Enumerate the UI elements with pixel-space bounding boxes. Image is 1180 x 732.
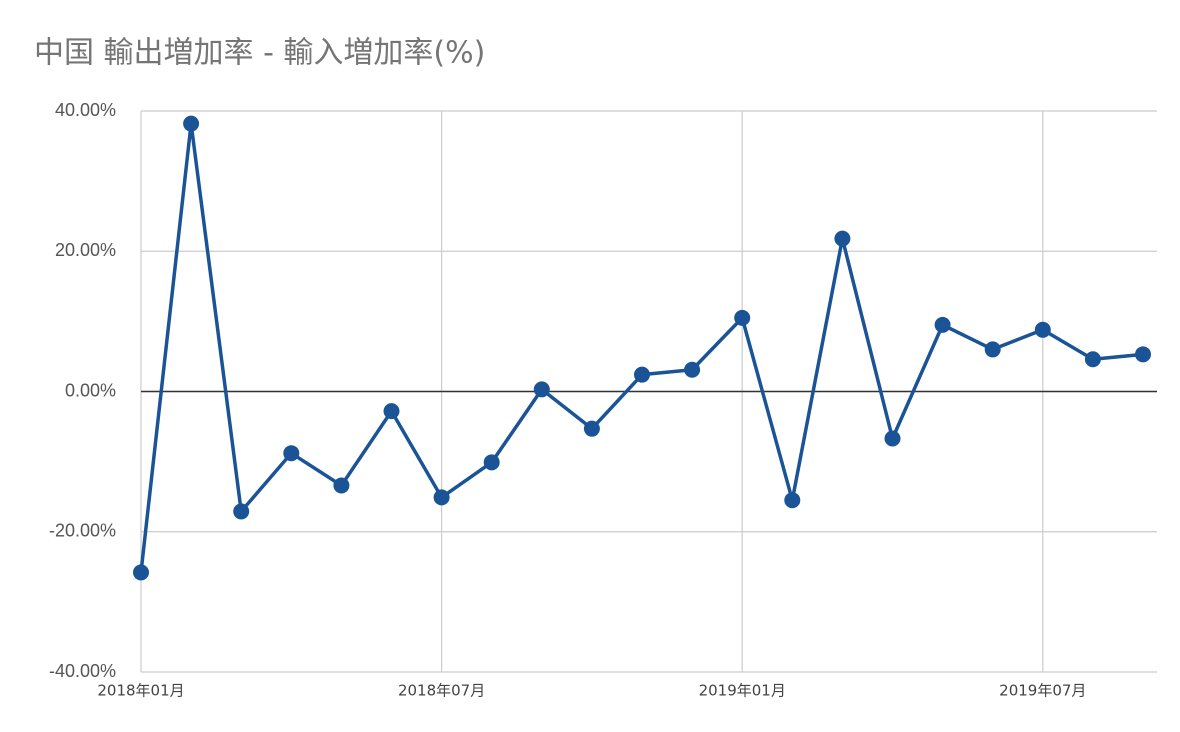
point bbox=[433, 489, 450, 506]
point bbox=[583, 420, 600, 437]
chart-title: 中国 輸出増加率 - 輸入増加率(%) bbox=[34, 36, 485, 71]
point bbox=[533, 381, 550, 398]
y-tick-label: -20.00% bbox=[49, 521, 116, 541]
point bbox=[634, 366, 650, 383]
point bbox=[283, 445, 300, 462]
x-tick-label: 2018年01月 bbox=[97, 682, 184, 700]
point bbox=[333, 477, 350, 494]
point bbox=[784, 492, 801, 509]
point bbox=[834, 230, 851, 247]
point bbox=[1135, 346, 1151, 363]
point bbox=[383, 403, 400, 420]
y-tick-label: -40.00% bbox=[49, 661, 116, 681]
y-tick-label: 20.00% bbox=[55, 240, 116, 260]
point bbox=[233, 503, 250, 520]
point bbox=[934, 316, 951, 333]
point bbox=[884, 430, 901, 447]
point bbox=[1084, 351, 1101, 368]
x-tick-label: 2019年01月 bbox=[699, 682, 786, 700]
point bbox=[734, 309, 751, 326]
point bbox=[984, 341, 1001, 358]
y-tick-label: 0.00% bbox=[65, 380, 116, 400]
point bbox=[483, 454, 500, 471]
x-tick-label: 2018年07月 bbox=[398, 682, 485, 700]
point bbox=[133, 564, 149, 581]
x-tick-label: 2019年07月 bbox=[999, 682, 1086, 700]
y-tick-label: 40.00% bbox=[55, 100, 116, 120]
point bbox=[684, 361, 701, 378]
point bbox=[183, 115, 200, 132]
point bbox=[1034, 321, 1051, 338]
